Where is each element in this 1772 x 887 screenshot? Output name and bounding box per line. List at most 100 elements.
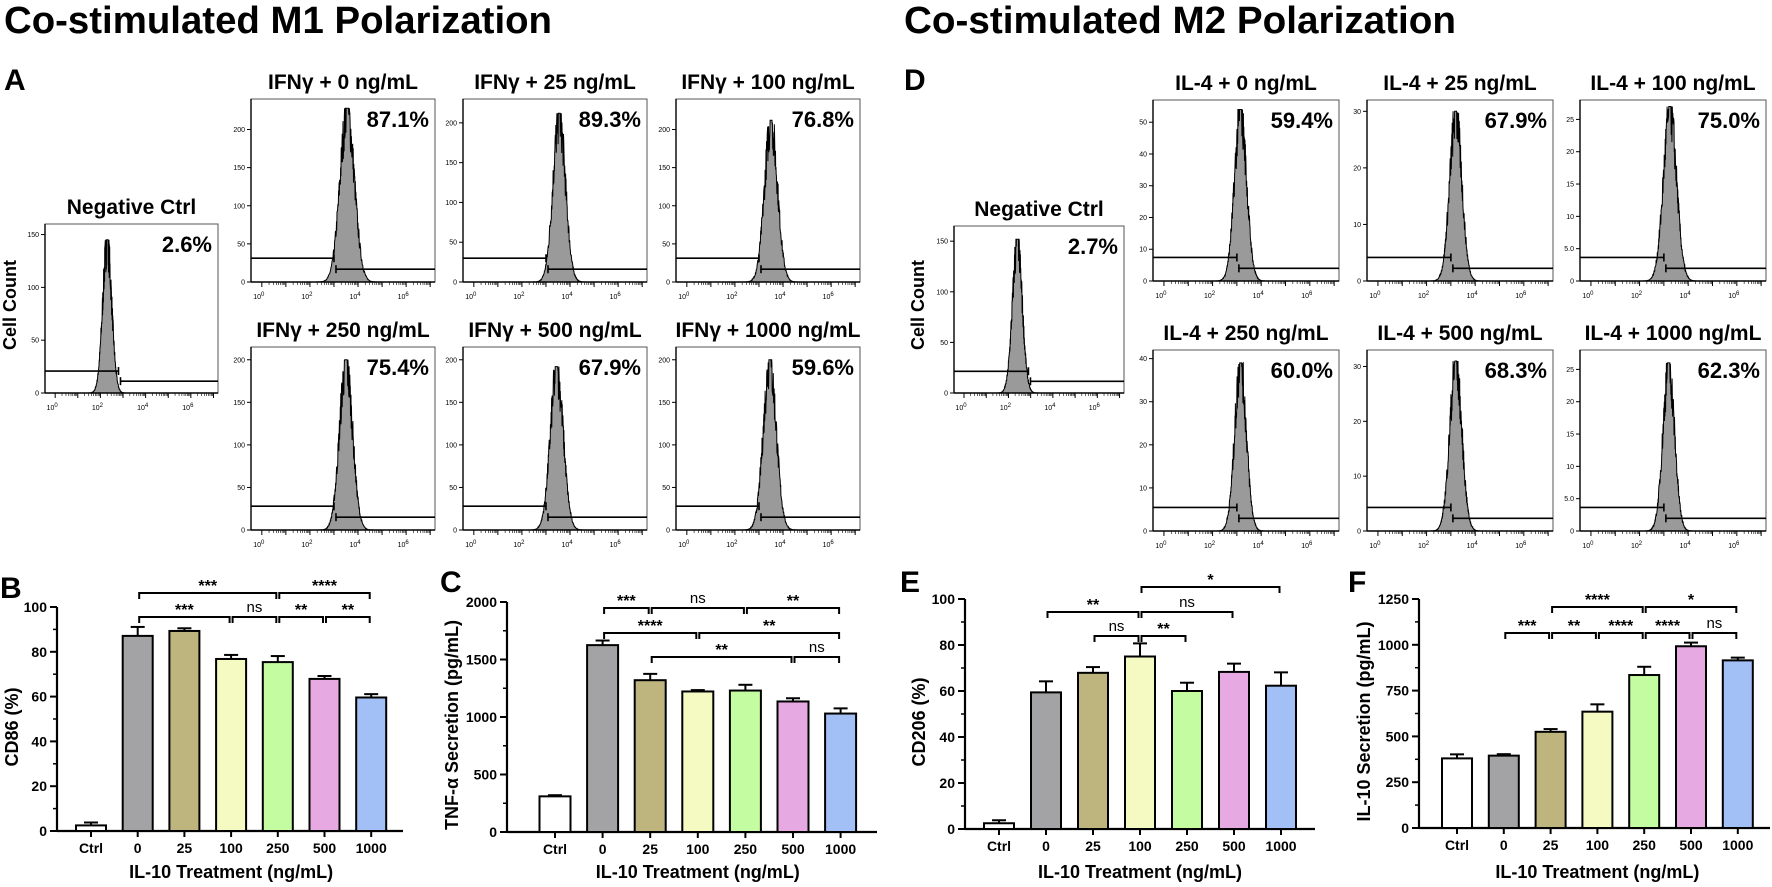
x-tick-exponent: 4 <box>1052 403 1056 409</box>
x-tick-label: 0 <box>599 841 607 857</box>
y-tick-label: 200 <box>233 357 245 364</box>
bar-500 <box>308 677 341 832</box>
significance-label: *** <box>1518 618 1537 635</box>
x-tick-exponent: 2 <box>734 540 738 546</box>
x-tick-label: 100 <box>678 292 690 301</box>
significance-label: ** <box>295 602 308 619</box>
x-tick-exponent: 6 <box>830 292 834 298</box>
x-tick-label: 106 <box>1515 291 1527 300</box>
x-tick-label: 100 <box>955 403 967 412</box>
x-tick-label: 1000 <box>1722 837 1753 853</box>
y-tick-label: 200 <box>445 120 457 127</box>
y-tick-label: 200 <box>445 357 457 364</box>
significance-bracket <box>1551 606 1644 613</box>
significance-label: *** <box>617 593 636 610</box>
y-tick-label: 10 <box>1566 214 1574 221</box>
x-axis-label: IL-10 Treatment (ng/mL) <box>596 862 800 882</box>
y-tick-label: 20 <box>1566 399 1574 406</box>
x-tick-exponent: 4 <box>569 292 573 298</box>
y-tick-label: 0 <box>947 821 955 837</box>
x-tick-label: 250 <box>266 840 290 856</box>
x-tick-label: 104 <box>1044 403 1056 412</box>
y-tick-label: 100 <box>658 203 670 210</box>
x-tick-label: 104 <box>774 540 786 549</box>
x-tick-label: 104 <box>349 540 361 549</box>
y-tick-label: 0 <box>39 823 47 839</box>
x-tick-exponent: 6 <box>1736 291 1740 297</box>
x-tick-label: 100 <box>686 841 710 857</box>
bar-0 <box>121 634 154 832</box>
y-axis-label: CD206 (%) <box>909 677 929 766</box>
x-tick-label: 106 <box>1515 541 1527 550</box>
bar-25 <box>1534 730 1567 830</box>
y-tick-label: 0 <box>453 280 457 287</box>
y-tick-label: 1000 <box>466 709 497 725</box>
bar-500 <box>776 700 810 833</box>
y-tick-label: 0 <box>666 280 670 287</box>
histogram-a-3: IFNγ + 100 ng/mL 76.8% 0 50 100 150 200 100 102 1… <box>658 71 861 301</box>
y-tick-label: 150 <box>445 160 457 167</box>
y-tick-label: 30 <box>1353 364 1361 371</box>
y-tick-label: 40 <box>1139 356 1147 363</box>
y-axis-label: CD86 (%) <box>2 687 22 766</box>
x-tick-exponent: 6 <box>617 292 621 298</box>
x-tick-exponent: 6 <box>405 540 409 546</box>
percent-positive: 89.3% <box>579 107 641 132</box>
x-tick-exponent: 2 <box>734 292 738 298</box>
x-tick-label: 102 <box>301 540 313 549</box>
y-tick-label: 20 <box>1353 419 1361 426</box>
histogram-negative-ctrl: Negative Ctrl 2.7% 0 50 100 150 100 102 104 106 <box>936 198 1125 412</box>
y-tick-label: 50 <box>449 485 457 492</box>
significance-label: ** <box>715 642 728 659</box>
y-tick-label: 100 <box>658 442 670 449</box>
significance-bracket <box>325 616 371 623</box>
y-tick-label: 50 <box>662 241 670 248</box>
y-tick-label: 20 <box>939 775 955 791</box>
y-tick-label: 150 <box>233 400 245 407</box>
x-tick-label: 102 <box>301 292 313 301</box>
bar-100 <box>215 657 248 833</box>
x-tick-label: 106 <box>823 540 835 549</box>
x-tick-label: 500 <box>781 841 805 857</box>
percent-positive: 62.3% <box>1698 358 1760 383</box>
x-tick-exponent: 6 <box>405 292 409 298</box>
histogram-title: Negative Ctrl <box>67 196 197 219</box>
histogram-peak <box>1644 362 1693 532</box>
histogram-title: IL-4 + 500 ng/mL <box>1377 322 1542 345</box>
x-tick-label: 104 <box>1680 541 1692 550</box>
x-tick-exponent: 6 <box>1309 291 1313 297</box>
x-tick-exponent: 0 <box>261 540 265 546</box>
x-tick-exponent: 4 <box>1687 291 1691 297</box>
y-tick-label: 100 <box>27 285 39 292</box>
y-tick-label: 0 <box>1357 279 1361 286</box>
x-tick-label: 102 <box>1418 541 1430 550</box>
significance-bracket <box>1644 606 1738 613</box>
percent-positive: 75.0% <box>1698 108 1760 133</box>
x-tick-label: 0 <box>134 840 142 856</box>
x-tick-label: 1000 <box>825 841 856 857</box>
bar-0 <box>1487 754 1520 829</box>
x-tick-exponent: 2 <box>1426 291 1430 297</box>
x-tick-label: 102 <box>92 403 104 412</box>
significance-bracket <box>278 592 371 599</box>
significance-label: ns <box>1179 594 1195 611</box>
x-tick-exponent: 2 <box>1008 403 1012 409</box>
y-tick-label: 10 <box>1353 222 1361 229</box>
significance-label: *** <box>198 578 217 595</box>
significance-bracket <box>793 656 841 663</box>
histogram-title: IFNγ + 25 ng/mL <box>474 71 636 94</box>
y-tick-label: 0 <box>1143 279 1147 286</box>
y-tick-label: 50 <box>940 340 948 347</box>
x-tick-exponent: 6 <box>190 403 194 409</box>
x-tick-label: 104 <box>561 292 573 301</box>
x-tick-label: 100 <box>1369 541 1381 550</box>
y-axis-label: Cell Count <box>0 260 20 350</box>
y-tick-label: 60 <box>31 689 47 705</box>
y-tick-label: 10 <box>1566 464 1574 471</box>
y-tick-label: 10 <box>1353 474 1361 481</box>
bar-1000 <box>824 712 858 833</box>
